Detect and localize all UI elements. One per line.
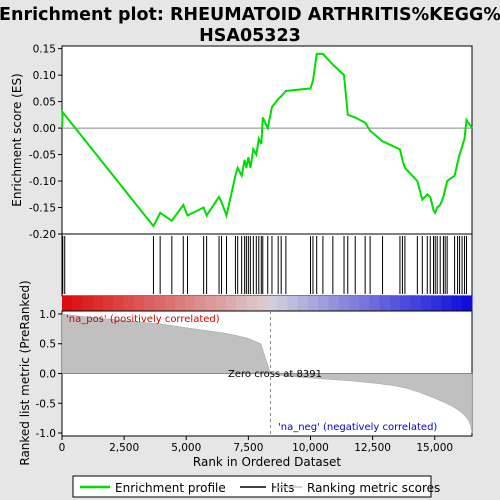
band-segment bbox=[174, 296, 186, 311]
band-segment bbox=[164, 296, 176, 311]
band-segment bbox=[287, 296, 299, 311]
band-segment bbox=[133, 296, 145, 311]
band-segment bbox=[400, 296, 411, 311]
es-ytick-label: -0.15 bbox=[29, 203, 56, 215]
es-ytick-label: 0.15 bbox=[33, 44, 56, 56]
band-segment bbox=[226, 296, 237, 311]
es-ytick-label: -0.20 bbox=[29, 229, 56, 241]
band-segment bbox=[195, 296, 206, 311]
band-segment bbox=[72, 296, 83, 311]
xtick-label: 2,500 bbox=[109, 442, 139, 454]
band-segment bbox=[461, 296, 473, 311]
legend-hits: Hits bbox=[271, 481, 294, 495]
band-segment bbox=[308, 296, 319, 311]
metric-ytick-label: 0.0 bbox=[39, 369, 56, 381]
es-ytick-label: 0.05 bbox=[33, 97, 56, 109]
band-segment bbox=[103, 296, 114, 311]
band-segment bbox=[379, 296, 391, 311]
band-segment bbox=[246, 296, 258, 311]
hit-markers bbox=[62, 236, 468, 294]
band-segment bbox=[349, 296, 360, 311]
band-segment bbox=[205, 296, 217, 311]
band-segment bbox=[318, 296, 329, 311]
band-segment bbox=[420, 296, 432, 311]
xtick-label: 10,000 bbox=[292, 442, 329, 454]
xtick-label: 15,000 bbox=[416, 442, 453, 454]
band-segment bbox=[277, 296, 288, 311]
band-segment bbox=[185, 296, 196, 311]
es-ytick-label: 0.10 bbox=[33, 70, 56, 82]
band-segment bbox=[369, 296, 381, 311]
x-axis: 0 2,500 5,000 7,500 10,000 12,500 15,000 bbox=[59, 436, 453, 454]
pos-label: 'na_pos' (positively correlated) bbox=[66, 314, 220, 325]
es-ytick-label: -0.10 bbox=[29, 176, 56, 188]
band-segment bbox=[338, 296, 350, 311]
ranked-metric-area bbox=[61, 311, 473, 436]
metric-y-axis: -1.0 -0.5 0.0 0.5 1.0 bbox=[36, 309, 62, 440]
band-segment bbox=[451, 296, 463, 311]
band-segment bbox=[297, 296, 309, 311]
xtick-label: 5,000 bbox=[171, 442, 201, 454]
metric-ytick-label: -0.5 bbox=[36, 398, 57, 410]
band-segment bbox=[82, 296, 94, 311]
xtick-label: 0 bbox=[59, 442, 66, 454]
zero-cross-label: Zero cross at 8391 bbox=[228, 369, 322, 380]
band-segment bbox=[144, 296, 155, 311]
metric-ytick-label: 0.5 bbox=[39, 339, 56, 351]
xtick-label: 12,500 bbox=[354, 442, 391, 454]
band-segment bbox=[92, 296, 104, 311]
legend-enrichment: Enrichment profile bbox=[115, 481, 226, 495]
band-segment bbox=[113, 296, 124, 311]
es-profile-line bbox=[61, 52, 473, 228]
band-segment bbox=[62, 296, 73, 311]
band-segment bbox=[256, 296, 268, 311]
chart-title-line1: Enrichment plot: RHEUMATOID ARTHRITIS%KE… bbox=[0, 5, 500, 25]
band-segment bbox=[236, 296, 247, 311]
es-ytick-label: 0.00 bbox=[33, 123, 56, 135]
band-segment bbox=[123, 296, 135, 311]
hits-panel bbox=[61, 233, 473, 297]
band-segment bbox=[441, 296, 452, 311]
es-panel bbox=[61, 45, 473, 235]
neg-label: 'na_neg' (negatively correlated) bbox=[278, 422, 437, 433]
es-ytick-label: -0.05 bbox=[29, 150, 56, 162]
metric-ytick-label: 1.0 bbox=[39, 309, 56, 321]
band-segment bbox=[215, 296, 227, 311]
rank-color-band bbox=[62, 296, 473, 311]
metric-ytick-label: -1.0 bbox=[36, 428, 57, 440]
band-segment bbox=[410, 296, 422, 311]
band-segment bbox=[359, 296, 370, 311]
band-segment bbox=[431, 296, 442, 311]
es-y-axis: -0.20 -0.15 -0.10 -0.05 0.00 0.05 0.10 0.15 bbox=[29, 44, 62, 241]
chart-title-line2: HSA05323 bbox=[199, 26, 301, 46]
band-segment bbox=[328, 296, 340, 311]
band-segment bbox=[390, 296, 401, 311]
x-axis-label: Rank in Ordered Dataset bbox=[193, 455, 341, 469]
band-segment bbox=[267, 296, 278, 311]
legend-metric: Ranking metric scores bbox=[307, 481, 440, 495]
es-profile bbox=[61, 52, 473, 228]
band-segment bbox=[154, 296, 165, 311]
metric-y-axis-label: Ranked list metric (PreRanked) bbox=[18, 280, 32, 465]
xtick-label: 7,500 bbox=[233, 442, 263, 454]
es-y-axis-label: Enrichment score (ES) bbox=[10, 73, 24, 206]
